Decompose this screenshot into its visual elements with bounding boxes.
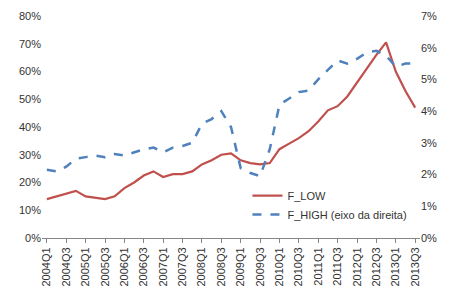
svg-text:2005Q3: 2005Q3 bbox=[99, 247, 111, 286]
svg-text:F_HIGH (eixo da direita): F_HIGH (eixo da direita) bbox=[287, 209, 406, 221]
svg-text:2012Q3: 2012Q3 bbox=[370, 247, 382, 286]
svg-text:2006Q1: 2006Q1 bbox=[118, 247, 130, 286]
svg-text:2004Q3: 2004Q3 bbox=[60, 247, 72, 286]
svg-text:70%: 70% bbox=[19, 38, 41, 50]
svg-text:2010Q1: 2010Q1 bbox=[273, 247, 285, 286]
svg-text:2013Q3: 2013Q3 bbox=[409, 247, 421, 286]
svg-text:2006Q3: 2006Q3 bbox=[137, 247, 149, 286]
svg-text:50%: 50% bbox=[19, 93, 41, 105]
svg-text:20%: 20% bbox=[19, 176, 41, 188]
svg-text:2013Q1: 2013Q1 bbox=[389, 247, 401, 286]
svg-text:2008Q3: 2008Q3 bbox=[215, 247, 227, 286]
svg-text:4%: 4% bbox=[421, 105, 437, 117]
svg-text:30%: 30% bbox=[19, 149, 41, 161]
svg-text:2%: 2% bbox=[421, 168, 437, 180]
svg-text:2007Q1: 2007Q1 bbox=[157, 247, 169, 286]
svg-text:2004Q1: 2004Q1 bbox=[40, 247, 52, 286]
svg-text:60%: 60% bbox=[19, 65, 41, 77]
svg-text:2012Q1: 2012Q1 bbox=[351, 247, 363, 286]
svg-text:0%: 0% bbox=[25, 232, 41, 244]
svg-text:2009Q3: 2009Q3 bbox=[254, 247, 266, 286]
svg-text:1%: 1% bbox=[421, 200, 437, 212]
svg-text:2011Q1: 2011Q1 bbox=[312, 247, 324, 285]
svg-text:2009Q1: 2009Q1 bbox=[234, 247, 246, 286]
svg-text:2010Q3: 2010Q3 bbox=[292, 247, 304, 286]
svg-text:2011Q3: 2011Q3 bbox=[331, 247, 343, 285]
svg-text:2007Q3: 2007Q3 bbox=[176, 247, 188, 286]
svg-text:40%: 40% bbox=[19, 121, 41, 133]
svg-text:F_LOW: F_LOW bbox=[287, 190, 326, 202]
svg-text:80%: 80% bbox=[19, 10, 41, 22]
svg-text:6%: 6% bbox=[421, 42, 437, 54]
svg-text:2008Q1: 2008Q1 bbox=[195, 247, 207, 286]
svg-text:0%: 0% bbox=[421, 232, 437, 244]
svg-text:3%: 3% bbox=[421, 137, 437, 149]
svg-text:2005Q1: 2005Q1 bbox=[79, 247, 91, 286]
svg-text:5%: 5% bbox=[421, 73, 437, 85]
svg-text:7%: 7% bbox=[421, 10, 437, 22]
svg-text:10%: 10% bbox=[19, 204, 41, 216]
